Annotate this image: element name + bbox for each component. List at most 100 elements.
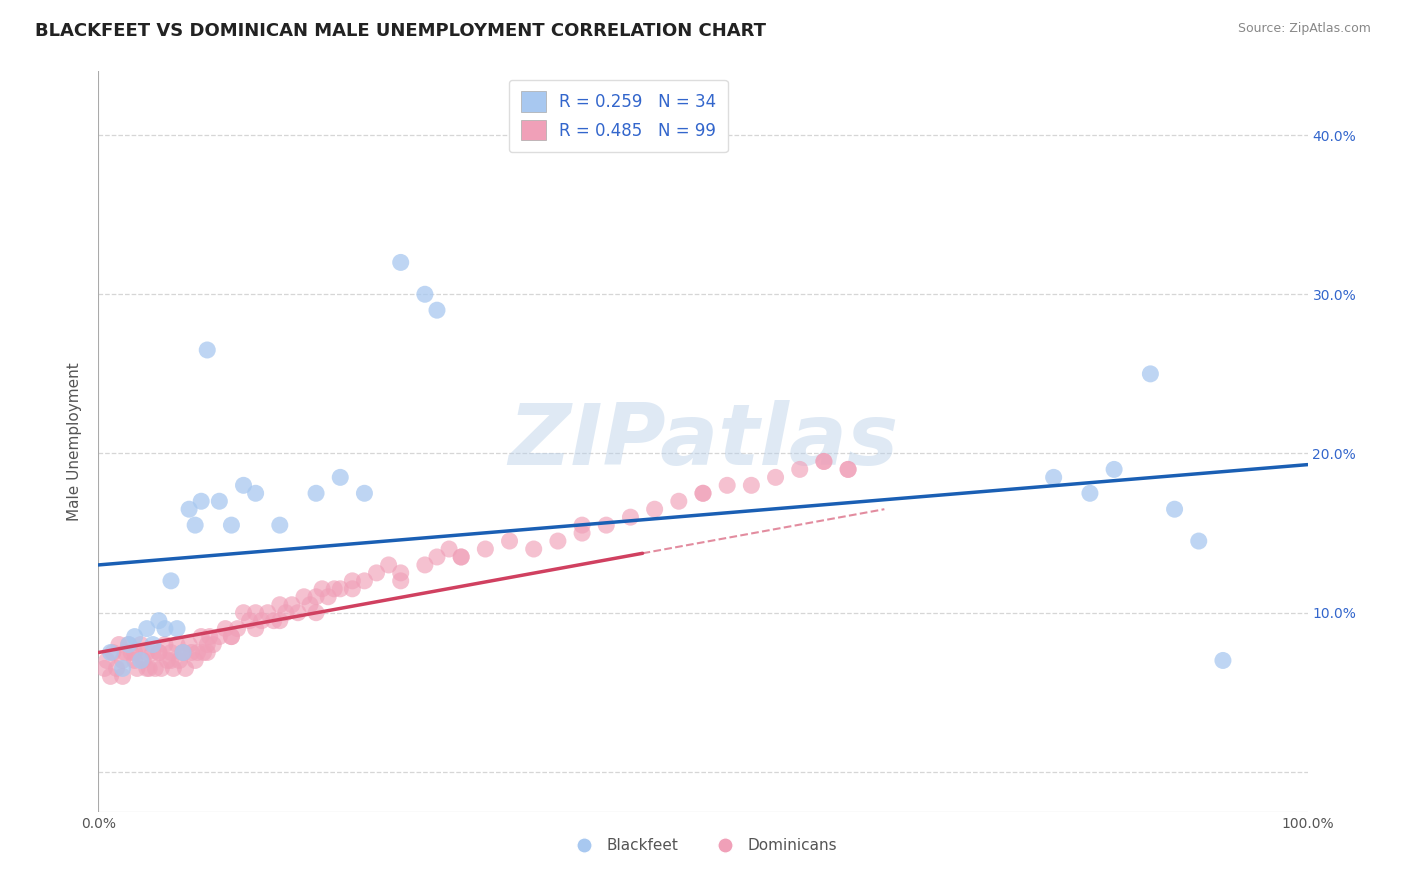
Point	[595, 518, 617, 533]
Text: Source: ZipAtlas.com: Source: ZipAtlas.com	[1237, 22, 1371, 36]
Point	[813, 454, 835, 468]
Point	[101, 646, 124, 660]
Point	[389, 574, 412, 588]
Point	[269, 614, 291, 628]
Point	[1102, 462, 1125, 476]
Point	[208, 494, 231, 508]
Point	[195, 646, 218, 660]
Point	[426, 549, 449, 564]
Point	[571, 526, 593, 541]
Point	[619, 510, 641, 524]
Point	[142, 638, 165, 652]
Point	[342, 574, 364, 588]
Point	[329, 470, 352, 484]
Point	[127, 661, 149, 675]
Point	[366, 566, 388, 580]
Point	[263, 614, 285, 628]
Point	[426, 303, 449, 318]
Point	[143, 661, 166, 675]
Point	[169, 653, 191, 667]
Point	[353, 574, 375, 588]
Point	[111, 661, 134, 675]
Point	[245, 486, 267, 500]
Point	[323, 582, 346, 596]
Point	[184, 518, 207, 533]
Point	[124, 630, 146, 644]
Point	[174, 661, 197, 675]
Point	[316, 590, 339, 604]
Point	[668, 494, 690, 508]
Point	[111, 669, 134, 683]
Text: ZIPatlas: ZIPatlas	[508, 400, 898, 483]
Point	[813, 454, 835, 468]
Point	[413, 287, 436, 301]
Point	[195, 638, 218, 652]
Point	[413, 558, 436, 572]
Point	[100, 646, 122, 660]
Point	[437, 541, 460, 556]
Point	[148, 614, 170, 628]
Point	[221, 518, 243, 533]
Point	[93, 661, 115, 675]
Point	[202, 638, 225, 652]
Point	[740, 478, 762, 492]
Point	[1042, 470, 1064, 484]
Point	[153, 638, 176, 652]
Point	[148, 646, 170, 660]
Point	[1212, 653, 1234, 667]
Point	[305, 590, 328, 604]
Point	[180, 646, 202, 660]
Point	[389, 566, 412, 580]
Point	[389, 255, 412, 269]
Point	[162, 661, 184, 675]
Point	[160, 653, 183, 667]
Point	[239, 614, 262, 628]
Point	[342, 582, 364, 596]
Point	[571, 518, 593, 533]
Text: BLACKFEET VS DOMINICAN MALE UNEMPLOYMENT CORRELATION CHART: BLACKFEET VS DOMINICAN MALE UNEMPLOYMENT…	[35, 22, 766, 40]
Point	[208, 630, 231, 644]
Point	[837, 462, 859, 476]
Point	[129, 638, 152, 652]
Point	[221, 630, 243, 644]
Point	[789, 462, 811, 476]
Point	[474, 541, 496, 556]
Point	[1078, 486, 1101, 500]
Point	[547, 534, 569, 549]
Point	[716, 478, 738, 492]
Point	[96, 653, 118, 667]
Point	[166, 638, 188, 652]
Point	[377, 558, 399, 572]
Point	[118, 638, 141, 652]
Point	[190, 494, 212, 508]
Y-axis label: Male Unemployment: Male Unemployment	[67, 362, 83, 521]
Point	[311, 582, 333, 596]
Point	[232, 478, 254, 492]
Legend: Blackfeet, Dominicans: Blackfeet, Dominicans	[562, 832, 844, 860]
Point	[190, 630, 212, 644]
Point	[142, 646, 165, 660]
Point	[179, 502, 201, 516]
Point	[523, 541, 546, 556]
Point	[166, 622, 188, 636]
Point	[250, 614, 273, 628]
Point	[105, 661, 128, 675]
Point	[195, 343, 218, 357]
Point	[299, 598, 322, 612]
Point	[172, 646, 194, 660]
Point	[245, 622, 267, 636]
Point	[135, 646, 157, 660]
Point	[160, 646, 183, 660]
Point	[329, 582, 352, 596]
Point	[281, 598, 304, 612]
Point	[193, 646, 215, 660]
Point	[256, 606, 278, 620]
Point	[765, 470, 787, 484]
Point	[305, 606, 328, 620]
Point	[153, 622, 176, 636]
Point	[450, 549, 472, 564]
Point	[156, 653, 179, 667]
Point	[135, 622, 157, 636]
Point	[129, 653, 152, 667]
Point	[232, 606, 254, 620]
